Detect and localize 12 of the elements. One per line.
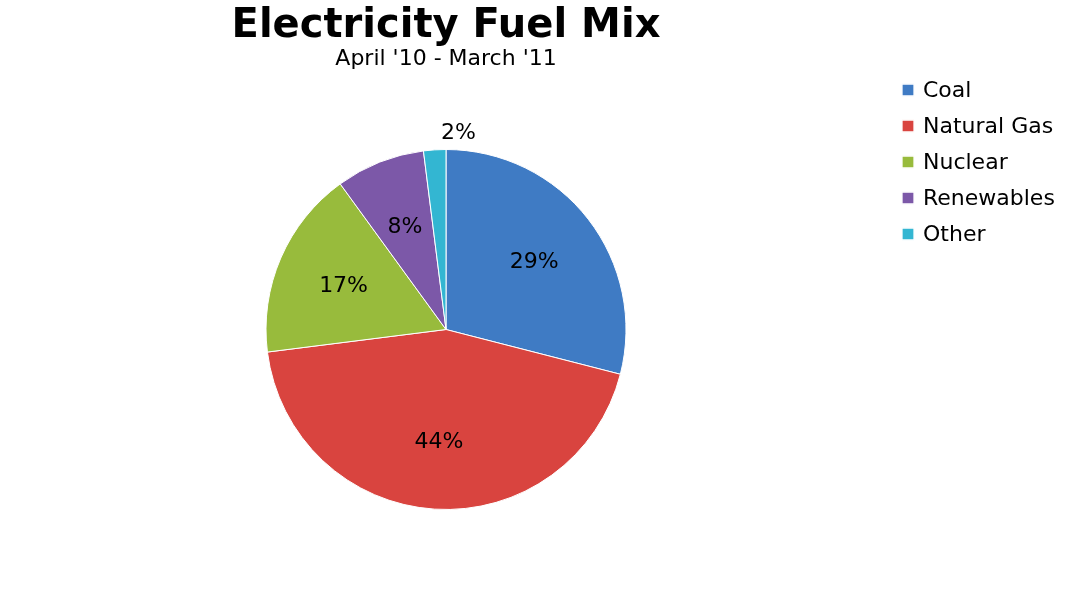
legend-label: Natural Gas	[923, 113, 1054, 138]
legend-label: Nuclear	[923, 149, 1009, 174]
data-label: 44%	[414, 427, 464, 453]
legend-label: Coal	[923, 77, 972, 102]
legend-label: Renewables	[923, 185, 1055, 210]
legend-label: Other	[923, 221, 987, 246]
chart-subtitle: April '10 - March '11	[335, 45, 557, 70]
data-label: 8%	[387, 212, 423, 238]
data-label: 2%	[440, 118, 476, 144]
data-label: 29%	[509, 248, 559, 274]
chart-title: Electricity Fuel Mix	[231, 0, 661, 46]
data-label: 17%	[319, 272, 369, 298]
